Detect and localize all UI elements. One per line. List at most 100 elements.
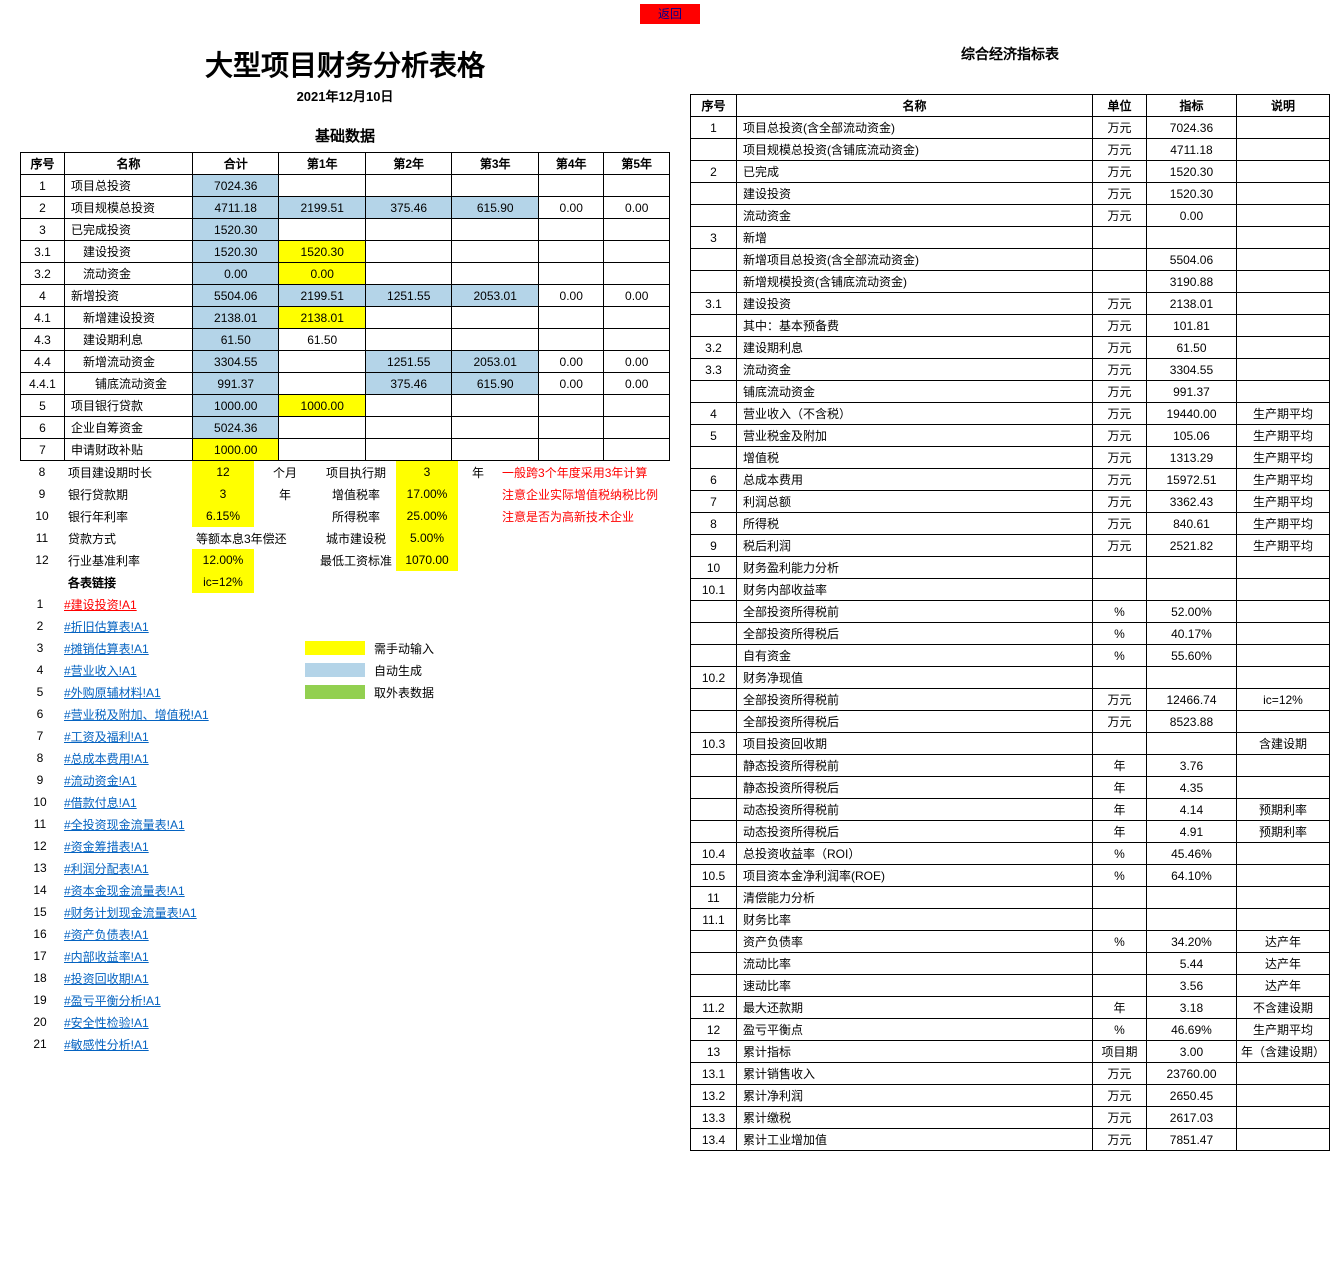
link-row: 6#营业税及附加、增值税!A1: [20, 703, 670, 725]
sheet-link[interactable]: #敏感性分析!A1: [64, 1038, 149, 1052]
sheet-link[interactable]: #利润分配表!A1: [64, 862, 149, 876]
legend-swatch: [305, 641, 365, 655]
right-panel: 综合经济指标表 序号名称单位指标说明 1项目总投资(含全部流动资金)万元7024…: [680, 24, 1340, 1151]
table-row: 4.4新增流动资金3304.551251.552053.010.000.00: [21, 351, 670, 373]
table-row: 3.3流动资金万元3304.55: [691, 359, 1330, 381]
sheet-link[interactable]: #建设投资!A1: [64, 598, 137, 612]
table-row: 10财务盈利能力分析: [691, 557, 1330, 579]
table-row: 13累计指标项目期3.00年（含建设期）: [691, 1041, 1330, 1063]
table-row: 13.2累计净利润万元2650.45: [691, 1085, 1330, 1107]
table-row: 3.1建设投资万元2138.01: [691, 293, 1330, 315]
table-row: 11.2最大还款期年3.18不含建设期: [691, 997, 1330, 1019]
right-title: 综合经济指标表: [690, 44, 1330, 64]
link-row: 12#资金筹措表!A1: [20, 835, 670, 857]
link-row: 7#工资及福利!A1: [20, 725, 670, 747]
sheet-link[interactable]: #盈亏平衡分析!A1: [64, 994, 161, 1008]
table-row: 4新增投资5504.062199.511251.552053.010.000.0…: [21, 285, 670, 307]
sheet-link[interactable]: #投资回收期!A1: [64, 972, 149, 986]
legend-label: 需手动输入: [370, 637, 670, 659]
sheet-link[interactable]: #外购原辅材料!A1: [64, 686, 161, 700]
link-row: 14#资本金现金流量表!A1: [20, 879, 670, 901]
table-row: 2已完成万元1520.30: [691, 161, 1330, 183]
table-row: 静态投资所得税前年3.76: [691, 755, 1330, 777]
table-row: 铺底流动资金万元991.37: [691, 381, 1330, 403]
link-row: 16#资产负债表!A1: [20, 923, 670, 945]
table-row: 5营业税金及附加万元105.06生产期平均: [691, 425, 1330, 447]
legend-swatch: [305, 663, 365, 677]
return-button[interactable]: 返回: [640, 4, 700, 24]
table-row: 自有资金%55.60%: [691, 645, 1330, 667]
link-row: 2#折旧估算表!A1: [20, 615, 670, 637]
link-row: 3#摊销估算表!A1需手动输入: [20, 637, 670, 659]
sheet-link[interactable]: #摊销估算表!A1: [64, 642, 149, 656]
table-row: 流动比率5.44达产年: [691, 953, 1330, 975]
sheet-link[interactable]: #资本金现金流量表!A1: [64, 884, 185, 898]
table-row: 全部投资所得税前%52.00%: [691, 601, 1330, 623]
table-row: 新增项目总投资(含全部流动资金)5504.06: [691, 249, 1330, 271]
link-row: 11#全投资现金流量表!A1: [20, 813, 670, 835]
sheet-link[interactable]: #流动资金!A1: [64, 774, 137, 788]
sheet-link[interactable]: #内部收益率!A1: [64, 950, 149, 964]
sheet-link[interactable]: #折旧估算表!A1: [64, 620, 149, 634]
col-header: 序号: [691, 95, 737, 117]
col-header: 说明: [1236, 95, 1329, 117]
table-row: 资产负债率%34.20%达产年: [691, 931, 1330, 953]
table-row: 3已完成投资1520.30: [21, 219, 670, 241]
table-row: 10.5项目资本金净利润率(ROE)%64.10%: [691, 865, 1330, 887]
col-header: 名称: [65, 153, 193, 175]
sheet-link[interactable]: #财务计划现金流量表!A1: [64, 906, 197, 920]
table-row: 10.2财务净现值: [691, 667, 1330, 689]
col-header: 合计: [193, 153, 279, 175]
col-header: 序号: [21, 153, 65, 175]
sheet-link[interactable]: #全投资现金流量表!A1: [64, 818, 185, 832]
link-row: 15#财务计划现金流量表!A1: [20, 901, 670, 923]
table-row: 13.3累计缴税万元2617.03: [691, 1107, 1330, 1129]
table-row: 4营业收入（不含税）万元19440.00生产期平均: [691, 403, 1330, 425]
legend-swatch: [305, 685, 365, 699]
table-row: 11清偿能力分析: [691, 887, 1330, 909]
sheet-link[interactable]: #营业税及附加、增值税!A1: [64, 708, 209, 722]
link-row: 21#敏感性分析!A1: [20, 1033, 670, 1055]
sheet-link[interactable]: #营业收入!A1: [64, 664, 137, 678]
link-row: 10#借款付息!A1: [20, 791, 670, 813]
table-row: 建设投资万元1520.30: [691, 183, 1330, 205]
table-row: 7申请财政补贴1000.00: [21, 439, 670, 461]
link-row: 13#利润分配表!A1: [20, 857, 670, 879]
sheet-link[interactable]: #资产负债表!A1: [64, 928, 149, 942]
table-row: 4.4.1铺底流动资金991.37375.46615.900.000.00: [21, 373, 670, 395]
link-row: 8#总成本费用!A1: [20, 747, 670, 769]
table-row: 10.3项目投资回收期含建设期: [691, 733, 1330, 755]
legend-label: 自动生成: [370, 659, 670, 681]
link-row: 19#盈亏平衡分析!A1: [20, 989, 670, 1011]
table-row: 新增规模投资(含铺底流动资金)3190.88: [691, 271, 1330, 293]
section-title: 基础数据: [20, 125, 670, 146]
sheet-link[interactable]: #安全性检验!A1: [64, 1016, 149, 1030]
col-header: 第2年: [365, 153, 451, 175]
table-row: 全部投资所得税前万元12466.74ic=12%: [691, 689, 1330, 711]
table-row: 2项目规模总投资4711.182199.51375.46615.900.000.…: [21, 197, 670, 219]
sheet-link[interactable]: #资金筹措表!A1: [64, 840, 149, 854]
link-row: 17#内部收益率!A1: [20, 945, 670, 967]
table-row: 4.1新增建设投资2138.012138.01: [21, 307, 670, 329]
link-row: 5#外购原辅材料!A1取外表数据: [20, 681, 670, 703]
table-row: 3.1建设投资1520.301520.30: [21, 241, 670, 263]
table-row: 13.4累计工业增加值万元7851.47: [691, 1129, 1330, 1151]
extra-params-table: 8 项目建设期时长 12 个月 项目执行期 3 年 一般跨3个年度采用3年计算 …: [20, 461, 670, 593]
page-title: 大型项目财务分析表格: [20, 44, 670, 84]
table-row: 增值税万元1313.29生产期平均: [691, 447, 1330, 469]
col-header: 单位: [1092, 95, 1146, 117]
link-row: 4#营业收入!A1自动生成: [20, 659, 670, 681]
col-header: 第4年: [538, 153, 604, 175]
links-table: 1#建设投资!A12#折旧估算表!A13#摊销估算表!A1需手动输入4#营业收入…: [20, 593, 670, 1055]
legend-label: 取外表数据: [370, 681, 670, 703]
indicator-table: 序号名称单位指标说明 1项目总投资(含全部流动资金)万元7024.36项目规模总…: [690, 94, 1330, 1151]
link-row: 9#流动资金!A1: [20, 769, 670, 791]
table-row: 动态投资所得税前年4.14预期利率: [691, 799, 1330, 821]
col-header: 第1年: [279, 153, 365, 175]
col-header: 名称: [737, 95, 1093, 117]
sheet-link[interactable]: #工资及福利!A1: [64, 730, 149, 744]
link-row: 20#安全性检验!A1: [20, 1011, 670, 1033]
sheet-link[interactable]: #总成本费用!A1: [64, 752, 149, 766]
link-row: 1#建设投资!A1: [20, 593, 670, 615]
sheet-link[interactable]: #借款付息!A1: [64, 796, 137, 810]
